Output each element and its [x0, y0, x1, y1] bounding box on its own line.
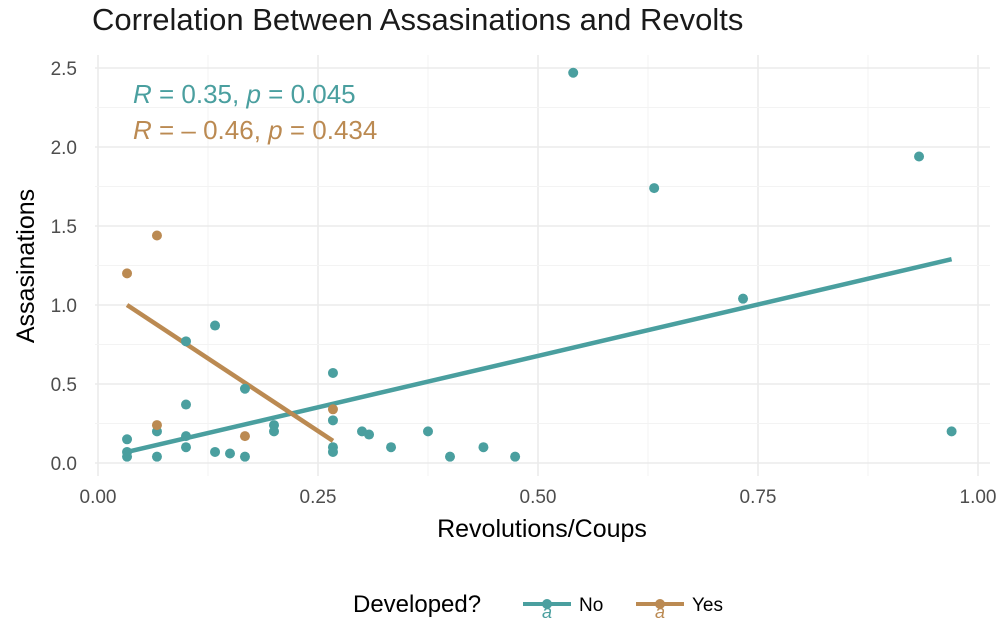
- data-point-no: [181, 336, 191, 347]
- y-axis-title: Assasinations: [12, 189, 40, 343]
- y-tick-label: 1.0: [51, 296, 77, 317]
- x-tick-label: 0.50: [520, 487, 557, 508]
- data-point-no: [239, 383, 250, 394]
- data-point-yes: [122, 268, 133, 279]
- y-tick-label: 0.0: [51, 454, 77, 475]
- data-point-no: [327, 367, 338, 378]
- data-point-no: [151, 451, 162, 462]
- data-point-no: [327, 415, 338, 426]
- y-tick-label: 0.5: [51, 375, 77, 396]
- correlation-labels: R = 0.35, p = 0.045 R = – 0.46, p = 0.434: [133, 79, 377, 145]
- data-point-no: [122, 434, 133, 445]
- x-tick-label: 0.00: [80, 487, 117, 508]
- data-point-no: [649, 183, 660, 194]
- legend-title: Developed?: [353, 591, 481, 618]
- data-point-no: [181, 399, 191, 410]
- data-point-no: [738, 293, 749, 304]
- data-point-no: [225, 448, 235, 459]
- data-point-yes: [327, 404, 338, 415]
- legend-item-yes: a Yes: [636, 595, 723, 622]
- data-point-no: [210, 320, 221, 331]
- legend-label-key: a: [655, 602, 665, 622]
- data-point-yes: [239, 431, 250, 442]
- data-point-no: [386, 442, 397, 453]
- correlation-label-no: R = 0.35, p = 0.045: [133, 79, 356, 109]
- fit-line-no: [126, 256, 953, 455]
- legend-point-key: [655, 599, 665, 609]
- y-tick-label: 2.5: [51, 59, 77, 80]
- legend-point-key: [542, 599, 552, 609]
- correlation-label-yes: R = – 0.46, p = 0.434: [133, 115, 377, 145]
- data-point-no: [914, 151, 925, 162]
- data-point-no: [239, 451, 250, 462]
- legend-label: No: [579, 595, 603, 616]
- grid: [95, 55, 990, 476]
- data-point-yes: [151, 230, 162, 241]
- data-point-no: [423, 426, 433, 437]
- data-point-no: [364, 429, 375, 440]
- data-point-no: [946, 426, 957, 437]
- legend: Developed? a No a Yes: [353, 591, 723, 622]
- data-point-yes: [151, 420, 162, 431]
- data-point-no: [327, 446, 338, 457]
- data-point-no: [269, 426, 279, 437]
- data-point-no: [568, 67, 579, 78]
- legend-items: a No a Yes: [523, 595, 723, 622]
- legend-item-no: a No: [523, 595, 603, 622]
- legend-label-key: a: [542, 602, 552, 622]
- axis-ticks: 0.00 0.25 0.50 0.75 1.00 0.0 0.5 1.0 1.5 2.0 2.5: [51, 59, 997, 508]
- fit-line-yes: [125, 303, 335, 443]
- chart-title: Correlation Between Assasinations and Re…: [92, 2, 744, 37]
- data-point-no: [478, 442, 489, 453]
- data-point-no: [510, 451, 521, 462]
- y-tick-label: 1.5: [51, 217, 77, 238]
- x-tick-label: 1.00: [960, 487, 997, 508]
- x-axis-title: Revolutions/Coups: [437, 515, 647, 543]
- fit-lines: [125, 256, 953, 455]
- legend-label: Yes: [692, 595, 723, 616]
- data-point-no: [445, 451, 455, 462]
- x-tick-label: 0.75: [740, 487, 777, 508]
- data-point-no: [181, 442, 191, 453]
- data-point-no: [210, 446, 221, 457]
- data-points: [122, 67, 957, 462]
- x-tick-label: 0.25: [300, 487, 337, 508]
- data-point-no: [122, 451, 133, 462]
- data-point-no: [181, 431, 191, 442]
- y-tick-label: 2.0: [51, 138, 77, 159]
